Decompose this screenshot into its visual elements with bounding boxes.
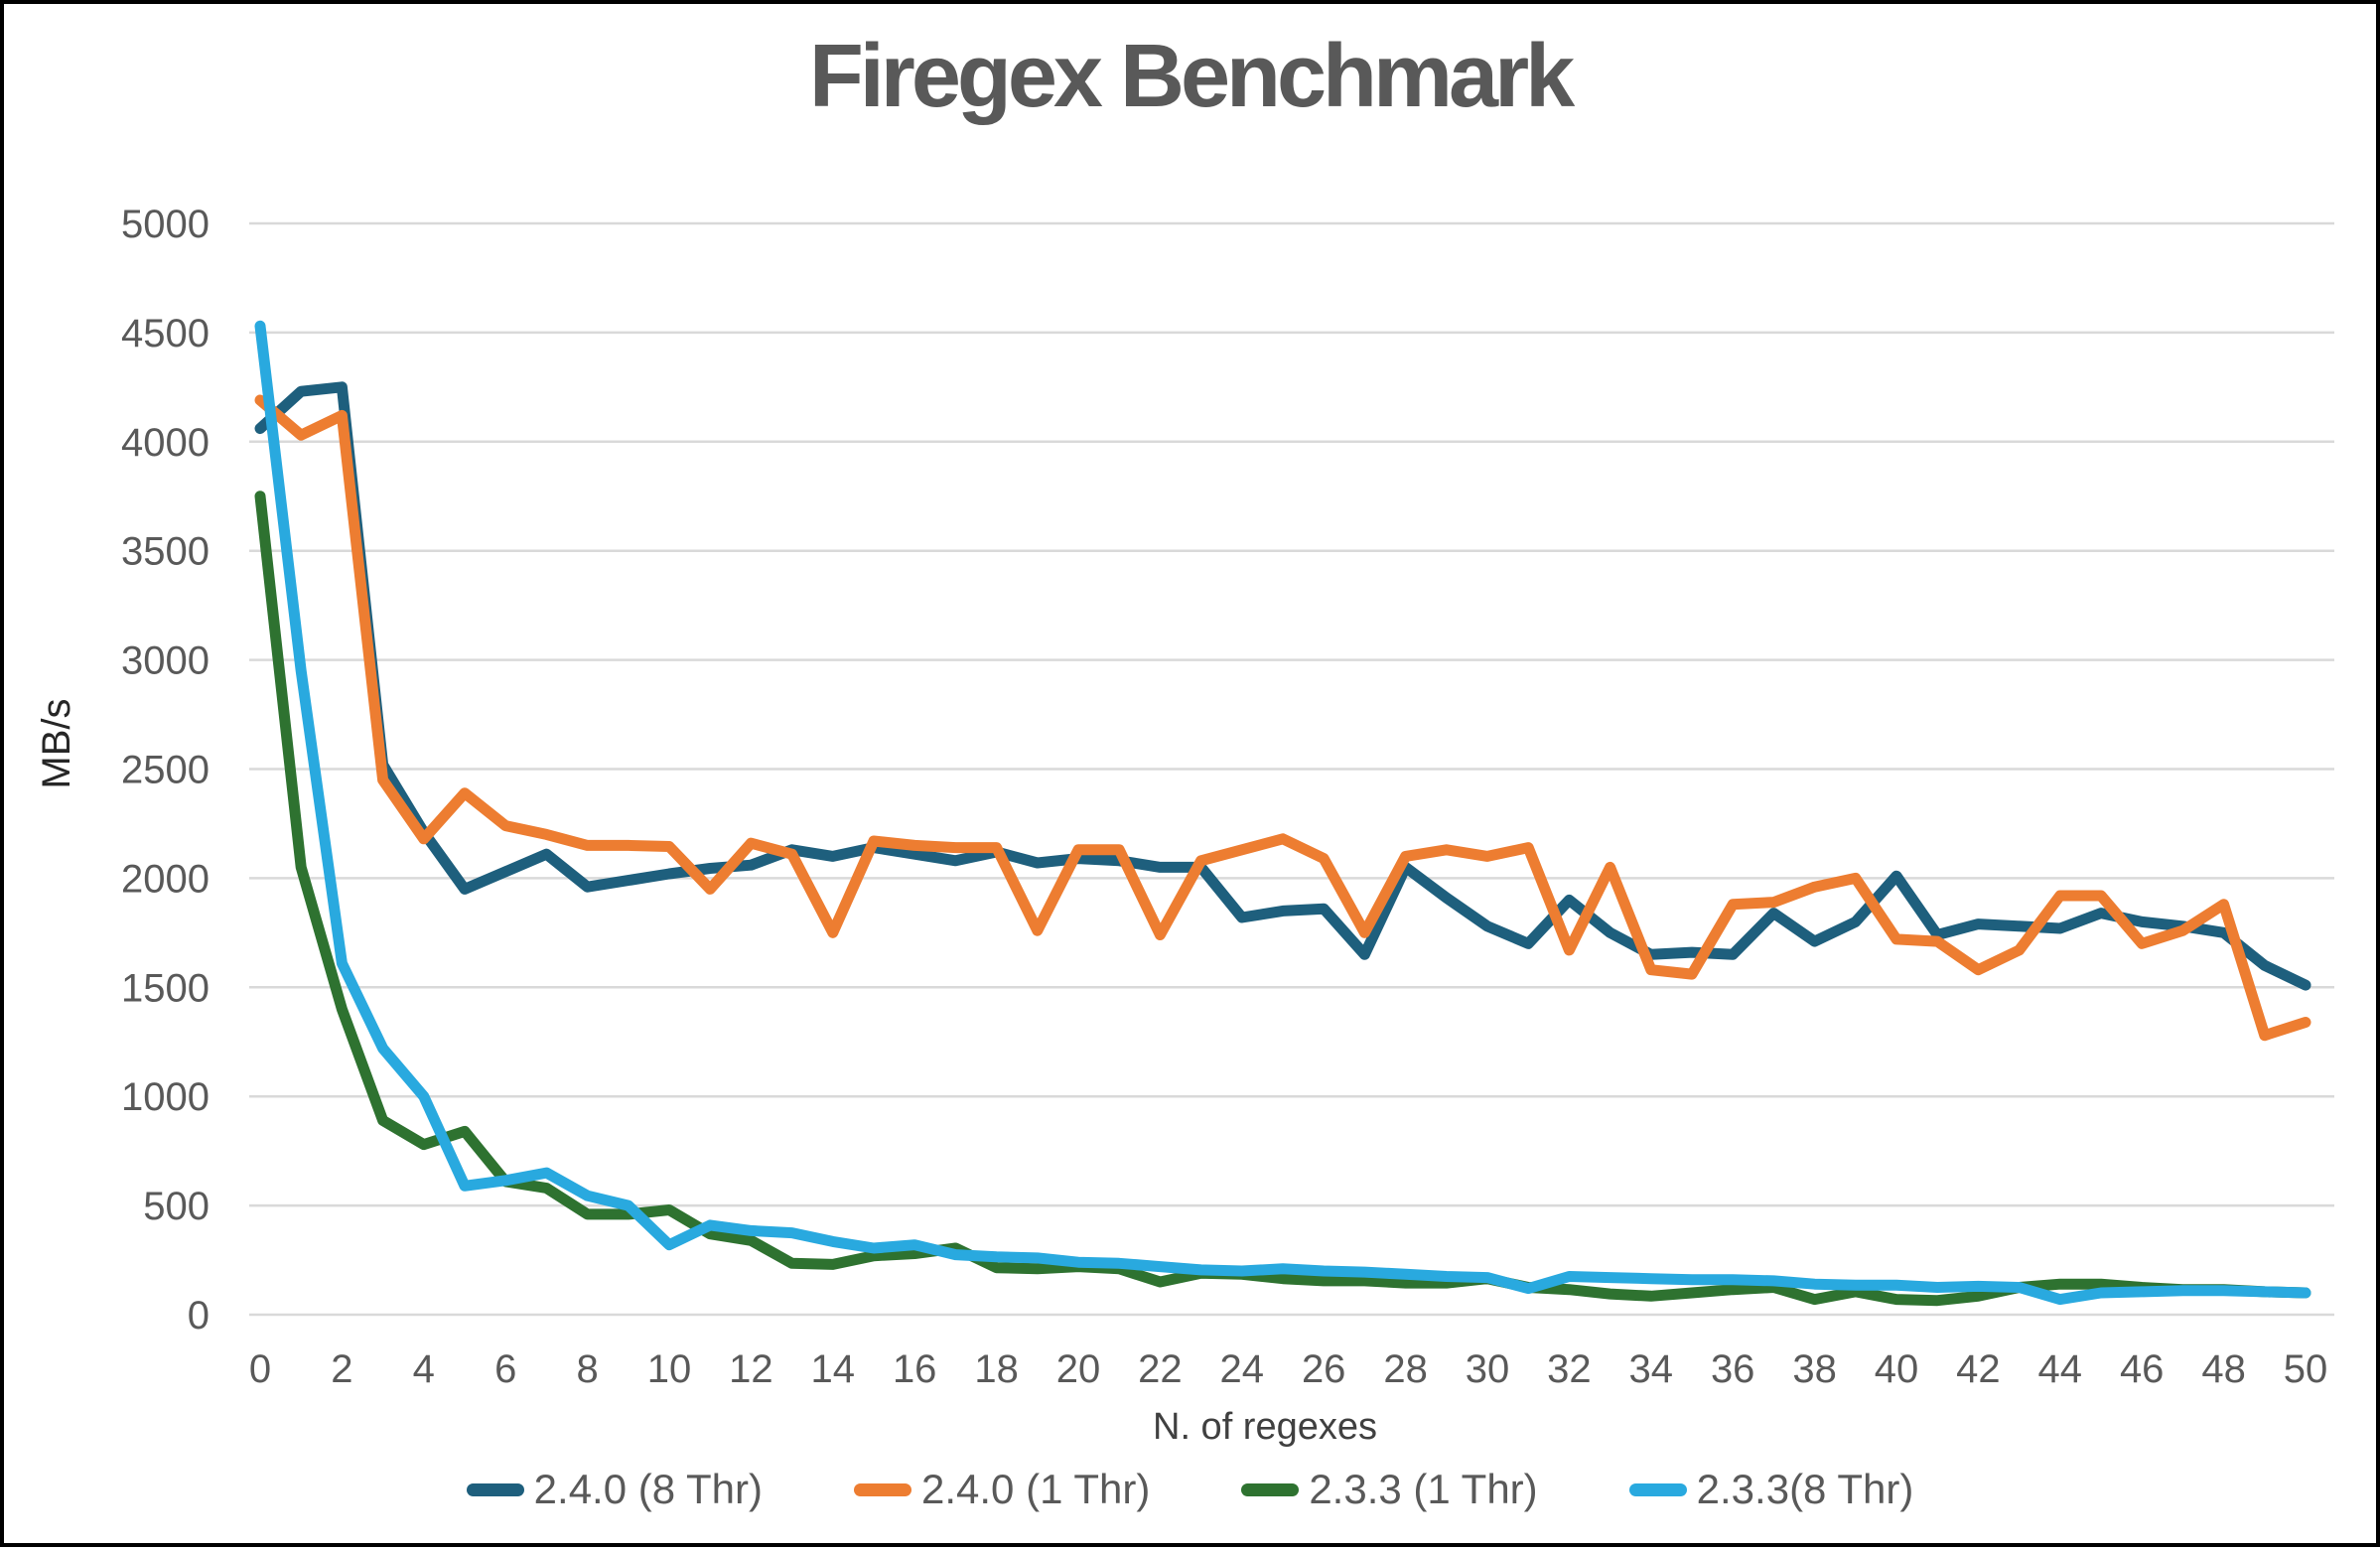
plot-area: 0500100015002000250030003500400045005000…: [121, 203, 2334, 1391]
y-tick-label: 3000: [121, 639, 210, 683]
series-line-2.4.0-8-thr-: [254, 381, 2311, 991]
x-tick-label: 26: [1302, 1347, 1346, 1391]
legend-label: 2.4.0 (1 Thr): [921, 1466, 1151, 1512]
x-tick-label: 46: [2120, 1347, 2165, 1391]
y-tick-label: 4000: [121, 421, 210, 465]
y-tick-label: 0: [188, 1294, 210, 1338]
x-tick-label: 4: [413, 1347, 435, 1391]
x-tick-label: 8: [576, 1347, 598, 1391]
legend-label: 2.3.3 (1 Thr): [1309, 1466, 1538, 1512]
legend-item: 2.3.3(8 Thr): [1628, 1466, 1914, 1513]
x-tick-label: 44: [2038, 1347, 2083, 1391]
legend-swatch-icon: [1241, 1482, 1300, 1496]
legend-swatch-icon: [854, 1482, 911, 1496]
x-tick-label: 0: [249, 1347, 271, 1391]
legend-label: 2.4.0 (8 Thr): [533, 1466, 763, 1512]
legend: 2.4.0 (8 Thr) 2.4.0 (1 Thr) 2.3.3 (1 Thr) 2…: [4, 1466, 2376, 1513]
x-tick-label: 16: [893, 1347, 937, 1391]
y-tick-label: 1000: [121, 1075, 210, 1119]
x-tick-label: 20: [1056, 1347, 1101, 1391]
y-tick-label: 1500: [121, 966, 210, 1010]
x-tick-label: 14: [811, 1347, 856, 1391]
series-line-2.3.3-8-thr-: [254, 320, 2311, 1306]
y-tick-label: 3500: [121, 530, 210, 574]
x-tick-label: 10: [647, 1347, 692, 1391]
y-tick-label: 4500: [121, 312, 210, 355]
x-axis-title: N. of regexes: [1153, 1406, 1377, 1448]
x-tick-label: 48: [2201, 1347, 2246, 1391]
legend-item: 2.4.0 (1 Thr): [854, 1466, 1150, 1513]
y-tick-label: 500: [143, 1185, 210, 1228]
x-tick-label: 24: [1220, 1347, 1265, 1391]
legend-item: 2.4.0 (8 Thr): [466, 1466, 763, 1513]
x-tick-label: 42: [1956, 1347, 2001, 1391]
legend-swatch-icon: [466, 1482, 524, 1496]
x-tick-label: 50: [2284, 1347, 2328, 1391]
series-line-2.3.3-1-thr-: [254, 491, 2311, 1307]
x-tick-label: 34: [1629, 1347, 1674, 1391]
x-tick-label: 2: [331, 1347, 352, 1391]
x-tick-label: 36: [1711, 1347, 1755, 1391]
x-tick-label: 12: [729, 1347, 773, 1391]
chart-title: Firegex Benchmark: [808, 27, 1575, 126]
x-tick-label: 40: [1875, 1347, 1919, 1391]
y-tick-label: 2500: [121, 749, 210, 792]
series-line-2.4.0-1-thr-: [254, 394, 2311, 1042]
legend-label: 2.3.3(8 Thr): [1696, 1466, 1914, 1512]
x-tick-label: 28: [1383, 1347, 1428, 1391]
x-tick-label: 32: [1547, 1347, 1592, 1391]
x-tick-label: 18: [974, 1347, 1019, 1391]
y-tick-label: 2000: [121, 857, 210, 901]
x-tick-label: 6: [494, 1347, 516, 1391]
x-tick-label: 30: [1466, 1347, 1510, 1391]
y-tick-label: 5000: [121, 203, 210, 246]
x-tick-label: 38: [1792, 1347, 1837, 1391]
legend-item: 2.3.3 (1 Thr): [1241, 1466, 1538, 1513]
x-tick-label: 22: [1138, 1347, 1183, 1391]
legend-swatch-icon: [1628, 1482, 1687, 1496]
